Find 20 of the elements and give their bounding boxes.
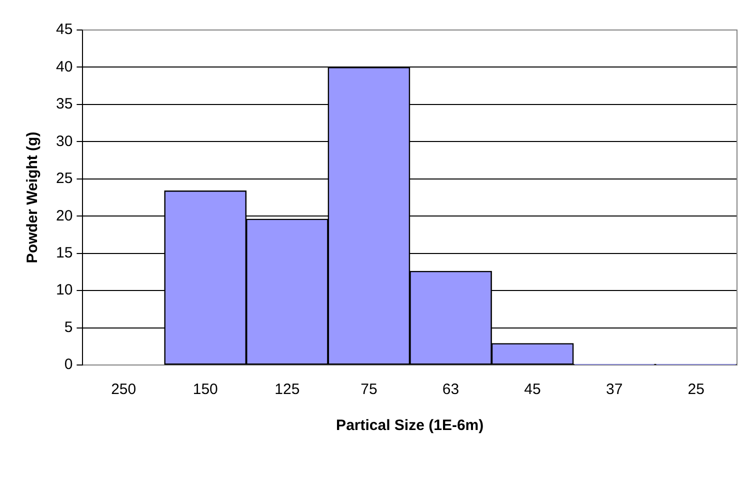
- y-tick-label: 40: [56, 58, 73, 76]
- x-axis-title: Partical Size (1E-6m): [336, 417, 484, 434]
- x-tick-label: 63: [442, 381, 460, 398]
- x-tick-label: 45: [524, 381, 541, 398]
- y-tick-label: 10: [56, 282, 73, 299]
- x-tick-label: 37: [606, 381, 623, 398]
- y-tick-label: 30: [56, 132, 73, 150]
- x-tick-label: 250: [111, 381, 136, 398]
- x-tick-label: 25: [688, 381, 704, 398]
- y-tick-label: 35: [56, 96, 73, 113]
- x-tick-label: 150: [192, 381, 218, 398]
- y-tick-label: 0: [64, 356, 73, 374]
- y-tick-label: 15: [56, 244, 73, 262]
- y-axis-title: Powder Weight (g): [24, 132, 42, 264]
- x-tick-label: 125: [274, 381, 300, 398]
- y-tick-label: 5: [64, 318, 73, 336]
- y-tick-label: 25: [56, 170, 73, 188]
- y-tick-label: 45: [56, 21, 73, 38]
- x-tick-label: 75: [360, 381, 378, 398]
- y-tick-label: 20: [56, 207, 73, 224]
